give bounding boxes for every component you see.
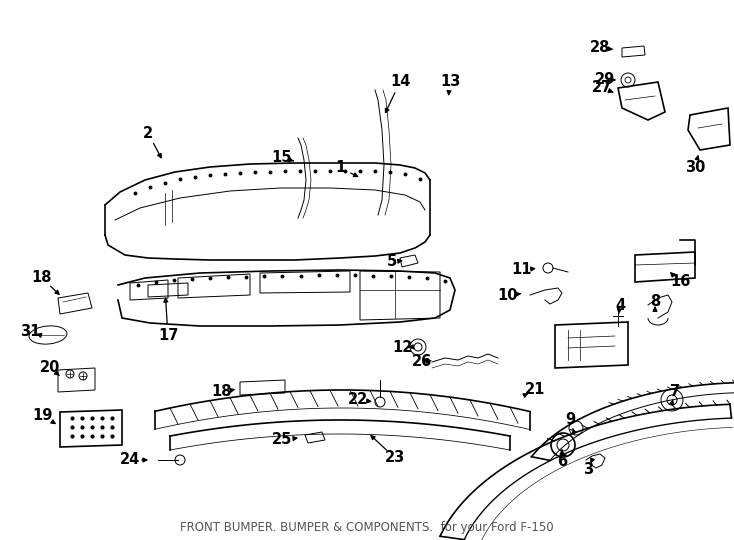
Text: 3: 3 — [583, 462, 593, 477]
Text: 31: 31 — [20, 325, 40, 340]
Text: 20: 20 — [40, 361, 60, 375]
Text: 19: 19 — [32, 408, 52, 422]
Text: 18: 18 — [32, 271, 52, 286]
Text: FRONT BUMPER. BUMPER & COMPONENTS.  for your Ford F-150: FRONT BUMPER. BUMPER & COMPONENTS. for y… — [180, 522, 554, 535]
Text: 12: 12 — [392, 341, 413, 355]
Text: 24: 24 — [120, 453, 140, 468]
Text: 9: 9 — [565, 413, 575, 428]
Text: 23: 23 — [385, 450, 405, 465]
Text: 11: 11 — [512, 262, 532, 278]
Text: 13: 13 — [440, 75, 460, 90]
Text: 7: 7 — [670, 384, 680, 400]
Text: 2: 2 — [143, 125, 153, 140]
Text: 21: 21 — [525, 382, 545, 397]
Text: 1: 1 — [335, 160, 345, 176]
Text: 22: 22 — [348, 393, 368, 408]
Text: 26: 26 — [412, 354, 432, 369]
Text: 30: 30 — [685, 160, 705, 176]
Text: 4: 4 — [615, 298, 625, 313]
Text: 27: 27 — [592, 80, 612, 96]
Text: 6: 6 — [557, 455, 567, 469]
Text: 16: 16 — [670, 274, 690, 289]
Text: 29: 29 — [595, 72, 615, 87]
Text: 28: 28 — [590, 40, 610, 56]
Text: 5: 5 — [387, 254, 397, 269]
Text: 15: 15 — [272, 151, 292, 165]
Text: 17: 17 — [158, 327, 178, 342]
Text: 10: 10 — [498, 287, 518, 302]
Text: 25: 25 — [272, 433, 292, 448]
Text: 8: 8 — [650, 294, 660, 309]
Text: 18: 18 — [211, 384, 232, 400]
Text: 14: 14 — [390, 75, 410, 90]
